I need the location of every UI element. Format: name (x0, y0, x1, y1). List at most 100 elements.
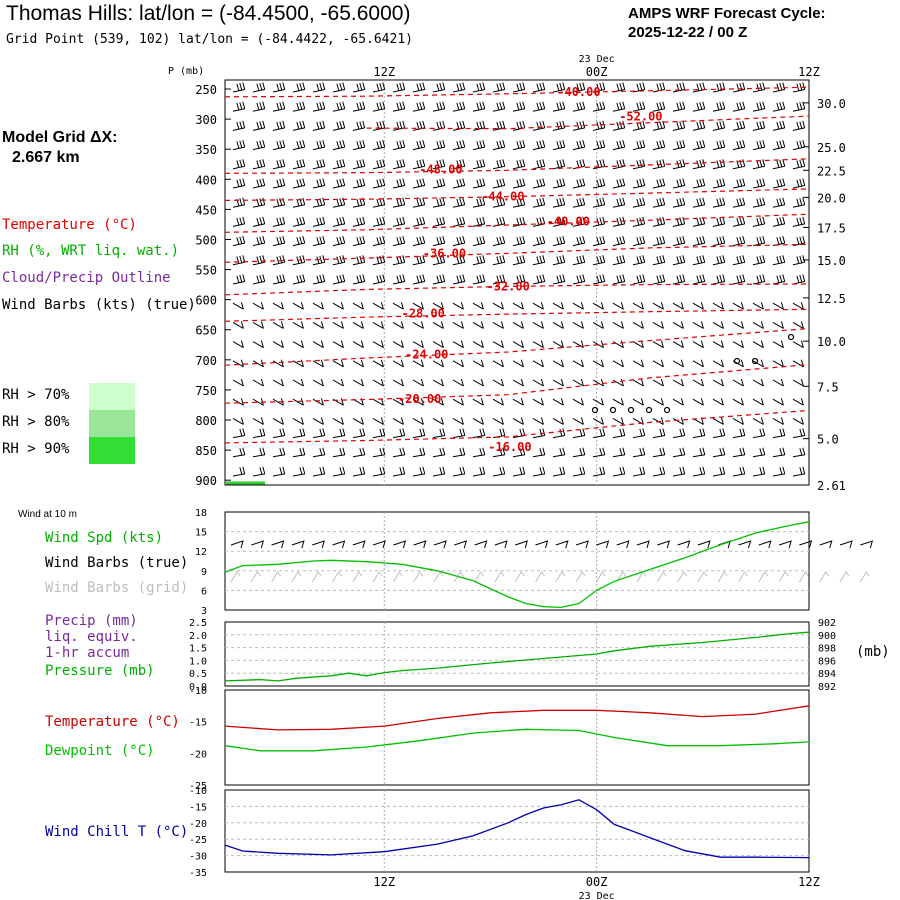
wind-barb-flag (662, 120, 666, 129)
wind-barb (352, 178, 366, 189)
wind-barb (232, 216, 246, 227)
wind-barb-staff (412, 398, 424, 406)
wind-barb (252, 178, 266, 189)
wind-barb-flag (676, 275, 680, 283)
legend-precip-accum: 1-hr accum (45, 645, 130, 661)
wind-barb-flag (779, 198, 783, 206)
wind-barb (252, 82, 266, 93)
wind-barb-staff (232, 379, 244, 387)
pressure-tick-label: 902 (818, 618, 836, 629)
wind-barb (332, 340, 344, 349)
wind-barb-staff (432, 379, 444, 387)
wind-barb-flag (696, 218, 700, 226)
wind-barb-flag (736, 179, 740, 187)
wind-barb (792, 378, 804, 387)
wind-barb-flag (656, 275, 660, 283)
wind-barb-flag (380, 359, 384, 367)
wind-barb-flag (502, 120, 506, 129)
wind-barb-flag (640, 378, 644, 387)
wind-barb-flag (696, 179, 700, 187)
wind-barb (672, 197, 686, 208)
wind-barb-staff (712, 302, 724, 310)
wind-barb (552, 340, 564, 349)
wind-barb-flag (239, 140, 243, 148)
wind-barb-staff (412, 146, 425, 151)
wind-barb-flag (419, 467, 423, 475)
precip-tick-label: 1.5 (189, 644, 207, 655)
wind-barb (272, 321, 284, 329)
wind-barb-staff (352, 341, 364, 349)
wind-chill-panel (224, 789, 810, 873)
wind-barb-flag (419, 448, 423, 456)
wind-barb-flag (736, 83, 740, 91)
wind-barb (492, 101, 506, 112)
wind-barb-flag (622, 255, 626, 263)
wind-barb-flag (382, 178, 386, 186)
wind-barb-staff (632, 302, 644, 310)
wind-barb-flag (282, 82, 286, 90)
wind-barb (512, 447, 526, 458)
wind-barb-staff (292, 417, 304, 425)
wind-barb-flag (476, 275, 480, 283)
wind-barb-flag (376, 237, 380, 245)
wind-barb (792, 466, 806, 477)
wind-barb (292, 340, 304, 349)
wind-barb (452, 178, 466, 189)
temp-tick-label: -25 (189, 781, 207, 792)
wind-barb-flag (479, 274, 483, 283)
wind-speed-tick-label: 18 (195, 508, 207, 519)
wind-barb-flag (582, 159, 586, 167)
wind-barb-flag (562, 82, 566, 90)
wind-barb (352, 359, 364, 368)
wind-barb (572, 139, 586, 151)
wind-barb-flag (802, 82, 806, 90)
wind-barb-staff (792, 146, 805, 151)
wind-barb-flag (260, 378, 264, 387)
wind-barb-flag (299, 274, 303, 283)
wind-barb (612, 378, 624, 387)
wind-barb-flag (442, 178, 446, 186)
wind-barb-flag (522, 101, 526, 109)
wind-barb (432, 178, 446, 189)
wind-barb-staff (312, 473, 325, 477)
wind-barb-flag (539, 140, 543, 148)
wind-barb-flag (482, 159, 486, 167)
wind-barb-flag (342, 101, 346, 109)
wind-barb-staff (232, 146, 245, 151)
wind-barb-staff (732, 417, 744, 425)
wind-barb-staff (692, 435, 705, 439)
wind-barb-flag (479, 159, 483, 168)
wind-barb-staff (312, 435, 325, 439)
wind-barb-flag (356, 218, 360, 226)
wind-barb-flag (679, 236, 683, 244)
wind-barb (612, 216, 626, 227)
wind-barb-flag (240, 378, 244, 387)
wind-barb-flag (720, 321, 724, 329)
wind-barb-flag (380, 417, 384, 425)
wind-barb-flag (720, 340, 724, 348)
wind-barb-flag (516, 198, 520, 207)
wind-barb-flag (456, 141, 460, 149)
wind-barb (692, 197, 706, 208)
wind-barb-flag (719, 121, 723, 129)
isotherm-line (224, 283, 810, 296)
wind-barb-flag (599, 467, 603, 475)
wind-10m-title: Wind at 10 m (18, 509, 77, 520)
wind-barb-flag (639, 274, 643, 283)
wind-barb (352, 82, 366, 93)
wind-barb (512, 359, 524, 368)
wind-barb-flag (559, 159, 563, 168)
wind-barb (732, 321, 744, 329)
wind-chill-tick-label: -35 (189, 868, 207, 879)
wind-barb-staff (412, 473, 425, 477)
wind-barb (352, 274, 366, 285)
isotherm-line (224, 188, 810, 201)
wind-barb (752, 197, 766, 208)
wind-barb (432, 417, 444, 425)
wind-barb (312, 398, 324, 406)
wind-barb-flag (439, 198, 443, 206)
wind-barb-flag (602, 82, 606, 90)
wind-barb (792, 101, 806, 112)
wind-barb-flag (439, 467, 443, 475)
wind-barb (492, 159, 506, 170)
